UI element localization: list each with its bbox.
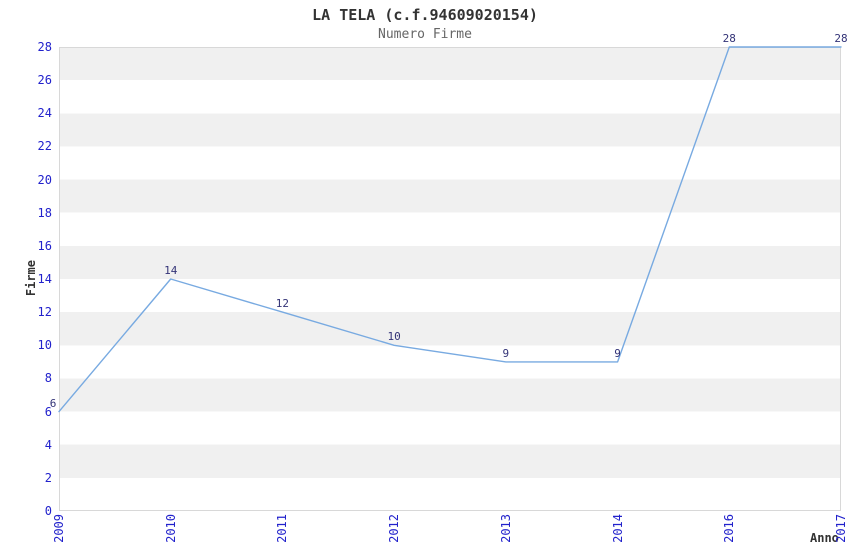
point-label: 10	[387, 330, 401, 344]
y-tick-label: 4	[44, 437, 52, 452]
x-tick-label: 2016	[722, 514, 737, 543]
y-tick-label: 16	[37, 238, 52, 253]
chart-title: LA TELA (c.f.94609020154)	[312, 6, 538, 24]
y-tick-label: 26	[37, 73, 52, 88]
point-label: 9	[614, 346, 621, 360]
y-tick-label: 8	[44, 371, 52, 386]
line-path	[58, 46, 842, 413]
x-tick-label: 2014	[610, 514, 625, 543]
x-tick-label: 2012	[387, 514, 402, 543]
point-label: 6	[49, 396, 57, 410]
y-tick-label: 14	[37, 272, 52, 286]
chart-subtitle: Numero Firme	[378, 27, 472, 42]
point-label: 28	[834, 32, 848, 45]
point-label: 9	[502, 346, 510, 360]
line-series-svg	[58, 46, 842, 413]
point-label: 28	[722, 32, 736, 45]
y-tick-label: 28	[37, 40, 52, 54]
y-tick-label: 24	[37, 106, 52, 121]
y-tick-label: 22	[37, 139, 52, 154]
x-tick-label: 2013	[498, 514, 513, 543]
y-tick-label: 12	[37, 305, 52, 320]
plot-area	[58, 46, 842, 511]
point-label: 14	[164, 264, 178, 277]
x-tick-label: 2010	[163, 514, 178, 543]
x-tick-label: 2011	[275, 514, 290, 543]
x-tick-label: 2009	[52, 514, 66, 543]
y-tick-label: 0	[44, 504, 52, 518]
x-axis-label: Anno	[810, 531, 839, 545]
x-tick-label: 2017	[834, 514, 848, 543]
point-label: 12	[275, 297, 290, 311]
y-tick-label: 10	[37, 338, 52, 353]
y-tick-label: 6	[44, 404, 52, 419]
y-tick-label: 2	[44, 470, 52, 485]
y-tick-label: 20	[37, 172, 52, 187]
y-tick-label: 18	[37, 205, 52, 220]
